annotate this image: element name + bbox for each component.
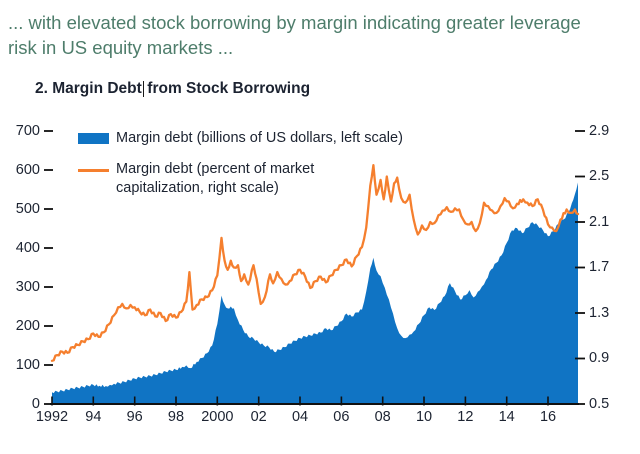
right-axis-tick [575, 130, 585, 132]
x-axis-tick [547, 396, 549, 406]
right-axis-tick [575, 221, 585, 223]
x-axis-tick [257, 396, 260, 406]
left-axis-tick [44, 364, 53, 366]
x-axis-label-2004: 04 [291, 409, 309, 425]
x-axis-label-2014: 14 [498, 409, 515, 425]
legend-label-percent-line2: capitalization, right scale) [116, 179, 279, 196]
right-axis-label-1.3: 1.3 [589, 304, 610, 321]
figure-title: 2. Margin Debt from Stock Borrowing [35, 80, 310, 98]
x-axis-tick [381, 396, 384, 406]
x-axis-label-1998: 98 [167, 409, 185, 425]
legend-label-margin-debt-percent: Margin debt (percent of market capitaliz… [116, 160, 314, 197]
right-axis-label-1.7: 1.7 [589, 259, 610, 275]
left-axis-tick [44, 130, 53, 132]
left-axis-label-500: 500 [15, 200, 40, 217]
left-axis-label-0: 0 [31, 395, 40, 412]
left-axis-label-600: 600 [15, 161, 40, 178]
left-axis-tick [44, 169, 53, 171]
legend-line-swatch [78, 169, 109, 173]
right-axis-tick [575, 403, 585, 405]
text-cursor [142, 81, 145, 97]
x-axis-label-2010: 10 [415, 409, 433, 425]
x-axis-tick [423, 396, 425, 406]
right-axis-tick [575, 266, 585, 269]
header-note-line2: risk in US equity markets ... [8, 37, 234, 58]
header-note: ... with elevated stock borrowing by mar… [8, 10, 632, 60]
right-axis-label-2.9: 2.9 [589, 122, 610, 139]
left-axis-tick [44, 247, 53, 249]
right-axis-label-2.5: 2.5 [589, 168, 610, 184]
x-axis-label-1992: 1992 [35, 409, 69, 425]
x-axis-tick [175, 396, 177, 406]
figure-title-part1: 2. Margin Debt [35, 80, 142, 97]
right-axis-label-0.9: 0.9 [589, 350, 610, 366]
x-axis-label-1996: 96 [126, 409, 143, 425]
right-axis-tick [575, 175, 585, 178]
x-axis-tick [299, 396, 301, 406]
x-axis-tick [133, 396, 136, 406]
x-axis-label-2002: 02 [250, 409, 267, 425]
right-axis-tick [575, 357, 585, 360]
x-axis-tick [51, 396, 53, 406]
x-axis-tick [92, 396, 95, 406]
left-axis-label-300: 300 [15, 278, 40, 295]
right-axis-label-0.5: 0.5 [589, 395, 610, 412]
left-axis-tick [44, 286, 53, 288]
x-axis-tick [464, 396, 467, 406]
right-axis-label-2.1: 2.1 [589, 213, 610, 230]
margin-debt-area-series [52, 182, 578, 404]
left-axis-tick [44, 325, 53, 327]
x-axis-label-2008: 08 [374, 409, 391, 425]
legend-area-swatch [78, 133, 109, 144]
x-axis-label-2006: 06 [333, 409, 350, 425]
left-axis-label-100: 100 [15, 356, 40, 373]
x-axis-tick [340, 396, 343, 406]
x-axis-label-1994: 94 [85, 409, 102, 425]
legend-label-percent-line1: Margin debt (percent of market [116, 161, 315, 177]
left-axis-label-200: 200 [15, 317, 40, 334]
x-axis-line [50, 403, 579, 405]
left-axis-label-400: 400 [15, 239, 40, 256]
x-axis-label-2012: 12 [457, 409, 474, 425]
margin-debt-percent-line-series [50, 163, 580, 362]
x-axis-label-2000: 2000 [201, 409, 234, 425]
x-axis-tick [505, 396, 508, 406]
legend-label-margin-debt-dollars: Margin debt (billions of US dollars, lef… [116, 130, 403, 146]
right-axis-tick [575, 312, 585, 314]
left-axis-tick [44, 208, 53, 210]
x-axis-label-2016: 16 [539, 409, 557, 425]
figure-title-part2: from Stock Borrowing [147, 80, 311, 97]
left-axis-label-700: 700 [15, 122, 40, 139]
x-axis-tick [216, 396, 219, 406]
header-note-line1: ... with elevated stock borrowing by mar… [8, 12, 581, 33]
left-axis-tick [44, 403, 53, 405]
